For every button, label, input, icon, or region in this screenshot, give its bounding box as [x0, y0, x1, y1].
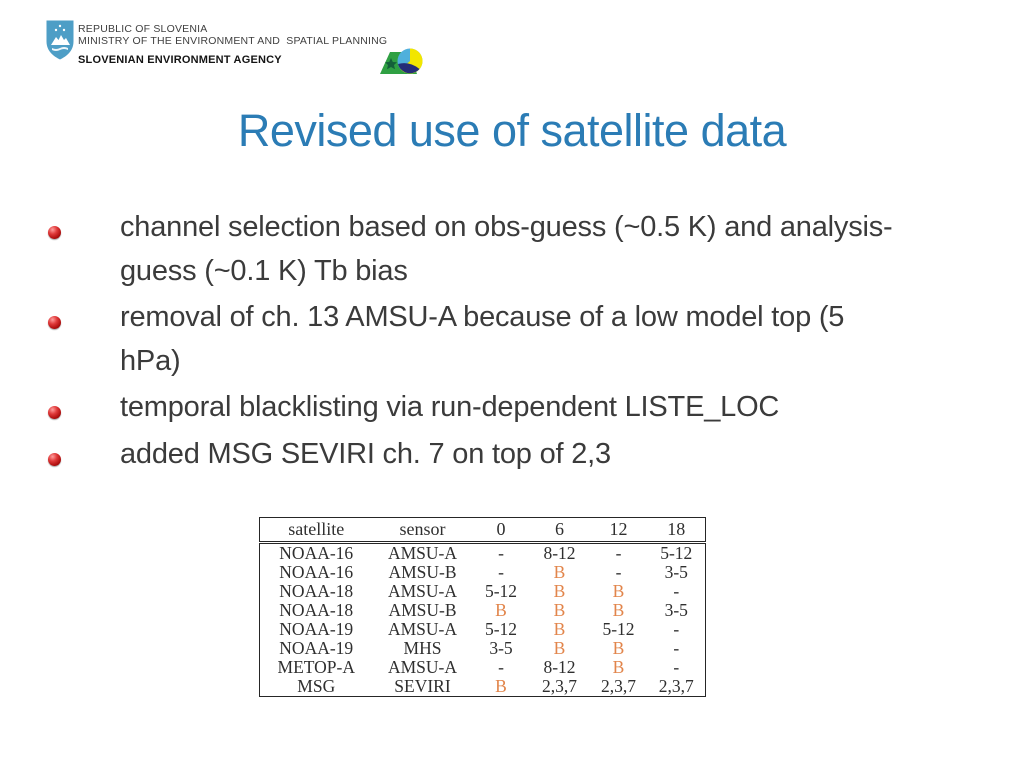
table-cell: 2,3,7 [542, 676, 577, 696]
table-cell: B [612, 638, 625, 658]
satellite-usage-table: satellite sensor 0 6 12 18 NOAA-16 AMSU-A - 8-12… [259, 517, 706, 697]
table-cell: - [498, 657, 504, 677]
table-cell: B [495, 600, 507, 620]
table-header-cell: sensor [372, 517, 473, 544]
ministry-line2: MINISTRY OF THE ENVIRONMENT AND SPATIAL … [78, 35, 388, 47]
table-cell: 5-12 [660, 543, 693, 563]
ministry-header: REPUBLIC OF SLOVENIA MINISTRY OF THE ENV… [78, 23, 387, 67]
table-cell: SEVIRI [394, 676, 451, 696]
table-row: NOAA-19 AMSU-A 5-12 B 5-12 - [260, 620, 706, 639]
table-row: MSG SEVIRI B 2,3,7 2,3,7 2,3,7 [260, 677, 706, 697]
list-item: temporal blacklisting via run-dependent … [45, 386, 985, 430]
table-header: satellite sensor 0 6 12 18 [259, 517, 706, 544]
table-cell: B [612, 581, 625, 601]
table-cell: AMSU-B [388, 600, 457, 620]
table-cell: B [553, 562, 566, 582]
list-item: added MSG SEVIRI ch. 7 on top of 2,3 [45, 433, 985, 477]
table-cell: 3-5 [664, 600, 688, 620]
table-row: NOAA-16 AMSU-A - 8-12 - 5-12 [260, 543, 706, 564]
table-body: NOAA-16 AMSU-A -8-12-5-12 NOAA-16 AMSU-B - B -3… [260, 543, 706, 697]
table-cell: - [615, 562, 622, 582]
table-cell: MHS [403, 638, 442, 658]
table-cell: B [553, 581, 566, 601]
bullet-text: added MSG SEVIRI ch. 7 on top of 2,3 [120, 433, 611, 477]
table-cell: 5-12 [484, 619, 518, 639]
table-cell: NOAA-18 [279, 581, 354, 601]
table-cell: - [498, 562, 504, 582]
table-cell: NOAA-16 [279, 543, 354, 563]
table-cell: AMSU-A [387, 657, 458, 677]
red-sphere-bullet-icon [48, 316, 61, 329]
table-row: NOAA-18 AMSU-B B B B 3-5 [260, 601, 706, 620]
table-header-cell: 0 [472, 517, 530, 544]
table-cell: B [495, 676, 507, 696]
table-header-cell: 18 [647, 517, 706, 544]
table-cell: - [673, 619, 680, 639]
red-sphere-bullet-icon [48, 452, 61, 466]
red-sphere-bullet-icon [48, 406, 61, 419]
table-cell: B [612, 657, 625, 677]
bullet-line: channel selection based on obs-guess (~0… [120, 211, 893, 243]
table-cell: 5-12 [484, 581, 518, 601]
ministry-line1: REPUBLIC OF SLOVENIA [78, 23, 208, 35]
table-cell: 2,3,7 [658, 676, 694, 696]
table-cell: B [553, 619, 566, 639]
table-cell: 3-5 [489, 638, 513, 658]
table-header-row: satellite sensor 0 6 12 18 [259, 517, 706, 544]
table-cell: MSG [297, 676, 336, 696]
table-cell: - [498, 543, 504, 563]
table-cell: - [673, 581, 680, 601]
table-cell: AMSU-B [388, 562, 457, 582]
table-cell: NOAA-18 [279, 600, 354, 620]
bullet-text: removal of ch. 13 AMSU-A because of a lo… [120, 296, 844, 383]
table-cell: 5-12 [602, 619, 635, 639]
bullet-text: channel selection based on obs-guess (~0… [120, 206, 893, 293]
bullet-list: channel selection based on obs-guess (~0… [45, 206, 985, 476]
table-cell: AMSU-A [387, 581, 458, 601]
bullet-line: added MSG SEVIRI ch. 7 on top of 2,3 [120, 437, 611, 470]
table-cell: AMSU-A [387, 543, 458, 563]
red-sphere-bullet-icon [48, 226, 61, 239]
table-cell: - [673, 638, 680, 658]
page-title: Revised use of satellite data [237, 105, 787, 156]
table-row: NOAA-16 AMSU-B - B - 3-5 [260, 563, 706, 582]
table-cell: NOAA-16 [279, 562, 354, 582]
bullet-line: removal of ch. 13 AMSU-A because of a lo… [120, 301, 845, 333]
bullet-line: temporal blacklisting via run-dependent … [120, 391, 780, 423]
table-cell: - [615, 543, 622, 563]
bullet-text: temporal blacklisting via run-dependent … [120, 386, 779, 430]
slovenia-coat-of-arms-icon [46, 20, 74, 60]
table-cell: 8-12 [543, 543, 576, 563]
table-cell: AMSU-A [387, 619, 458, 639]
table-cell: NOAA-19 [279, 638, 354, 658]
table-header-cell: satellite [259, 517, 373, 544]
table-cell: B [612, 600, 625, 620]
table-header-cell: 12 [589, 517, 648, 544]
bullet-line: guess (~0.1 K) Tb bias [120, 254, 408, 287]
list-item: removal of ch. 13 AMSU-A because of a lo… [45, 296, 985, 383]
bullet-line: hPa) [120, 344, 181, 377]
table-cell: 2,3,7 [601, 676, 636, 696]
list-item: channel selection based on obs-guess (~0… [45, 206, 985, 293]
table-row: METOP-A AMSU-A - 8-12 B - [260, 658, 706, 677]
table-cell: B [553, 638, 566, 658]
arso-agency-logo-icon [380, 48, 423, 74]
table-cell: 3-5 [664, 562, 688, 582]
table-cell: - [673, 657, 680, 677]
table-row: NOAA-19 MHS 3-5 B B - [260, 639, 706, 658]
table-cell: METOP-A [277, 657, 355, 677]
agency-name: SLOVENIAN ENVIRONMENT AGENCY [78, 54, 282, 66]
table-cell: 8-12 [543, 657, 576, 677]
table-cell: NOAA-19 [279, 619, 354, 639]
table-row: NOAA-18 AMSU-A 5-12 B B - [260, 582, 706, 601]
table-cell: B [553, 600, 566, 620]
table-header-cell: 6 [529, 517, 590, 544]
